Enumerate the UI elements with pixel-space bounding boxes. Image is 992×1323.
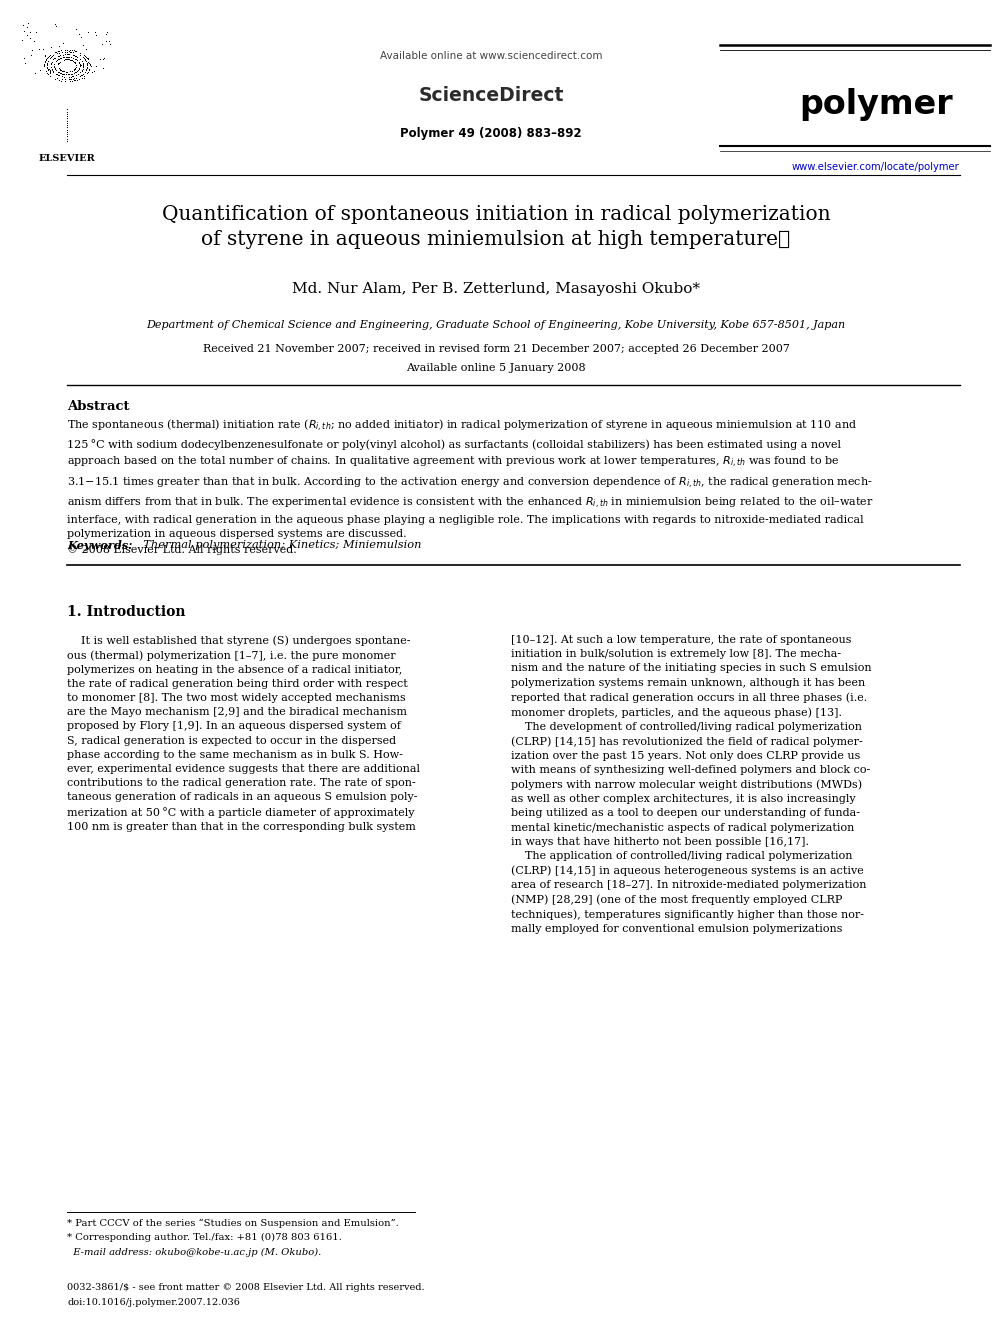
Text: Available online 5 January 2008: Available online 5 January 2008 xyxy=(406,363,586,373)
Text: Department of Chemical Science and Engineering, Graduate School of Engineering, : Department of Chemical Science and Engin… xyxy=(147,320,845,331)
Text: ELSEVIER: ELSEVIER xyxy=(39,155,95,164)
Text: * Corresponding author. Tel./fax: +81 (0)78 803 6161.: * Corresponding author. Tel./fax: +81 (0… xyxy=(67,1233,342,1242)
Text: of styrene in aqueous miniemulsion at high temperature⋆: of styrene in aqueous miniemulsion at hi… xyxy=(201,230,791,249)
Text: * Part CCCV of the series “Studies on Suspension and Emulsion”.: * Part CCCV of the series “Studies on Su… xyxy=(67,1218,399,1228)
Text: [10–12]. At such a low temperature, the rate of spontaneous
initiation in bulk/s: [10–12]. At such a low temperature, the … xyxy=(511,635,872,934)
Text: Abstract: Abstract xyxy=(67,400,130,413)
Text: Keywords:: Keywords: xyxy=(67,540,133,550)
Text: polymer: polymer xyxy=(800,89,952,120)
Text: Received 21 November 2007; received in revised form 21 December 2007; accepted 2: Received 21 November 2007; received in r… xyxy=(202,344,790,355)
Text: Md. Nur Alam, Per B. Zetterlund, Masayoshi Okubo*: Md. Nur Alam, Per B. Zetterlund, Masayos… xyxy=(292,282,700,296)
Text: E-mail address: okubo@kobe-u.ac.jp (M. Okubo).: E-mail address: okubo@kobe-u.ac.jp (M. O… xyxy=(67,1248,321,1257)
Text: Polymer 49 (2008) 883–892: Polymer 49 (2008) 883–892 xyxy=(400,127,582,140)
Text: 0032-3861/$ - see front matter © 2008 Elsevier Ltd. All rights reserved.: 0032-3861/$ - see front matter © 2008 El… xyxy=(67,1283,426,1293)
Text: It is well established that styrene (S) undergoes spontane-
ous (thermal) polyme: It is well established that styrene (S) … xyxy=(67,635,421,832)
Text: ScienceDirect: ScienceDirect xyxy=(419,86,563,105)
Text: doi:10.1016/j.polymer.2007.12.036: doi:10.1016/j.polymer.2007.12.036 xyxy=(67,1298,240,1307)
Text: Quantification of spontaneous initiation in radical polymerization: Quantification of spontaneous initiation… xyxy=(162,205,830,224)
Text: Thermal polymerization; Kinetics; Miniemulsion: Thermal polymerization; Kinetics; Miniem… xyxy=(136,540,422,550)
Text: Available online at www.sciencedirect.com: Available online at www.sciencedirect.co… xyxy=(380,50,602,61)
Text: 1. Introduction: 1. Introduction xyxy=(67,605,186,619)
Text: www.elsevier.com/locate/polymer: www.elsevier.com/locate/polymer xyxy=(792,161,960,172)
Text: The spontaneous (thermal) initiation rate ($R_{i,th}$; no added initiator) in ra: The spontaneous (thermal) initiation rat… xyxy=(67,418,874,554)
